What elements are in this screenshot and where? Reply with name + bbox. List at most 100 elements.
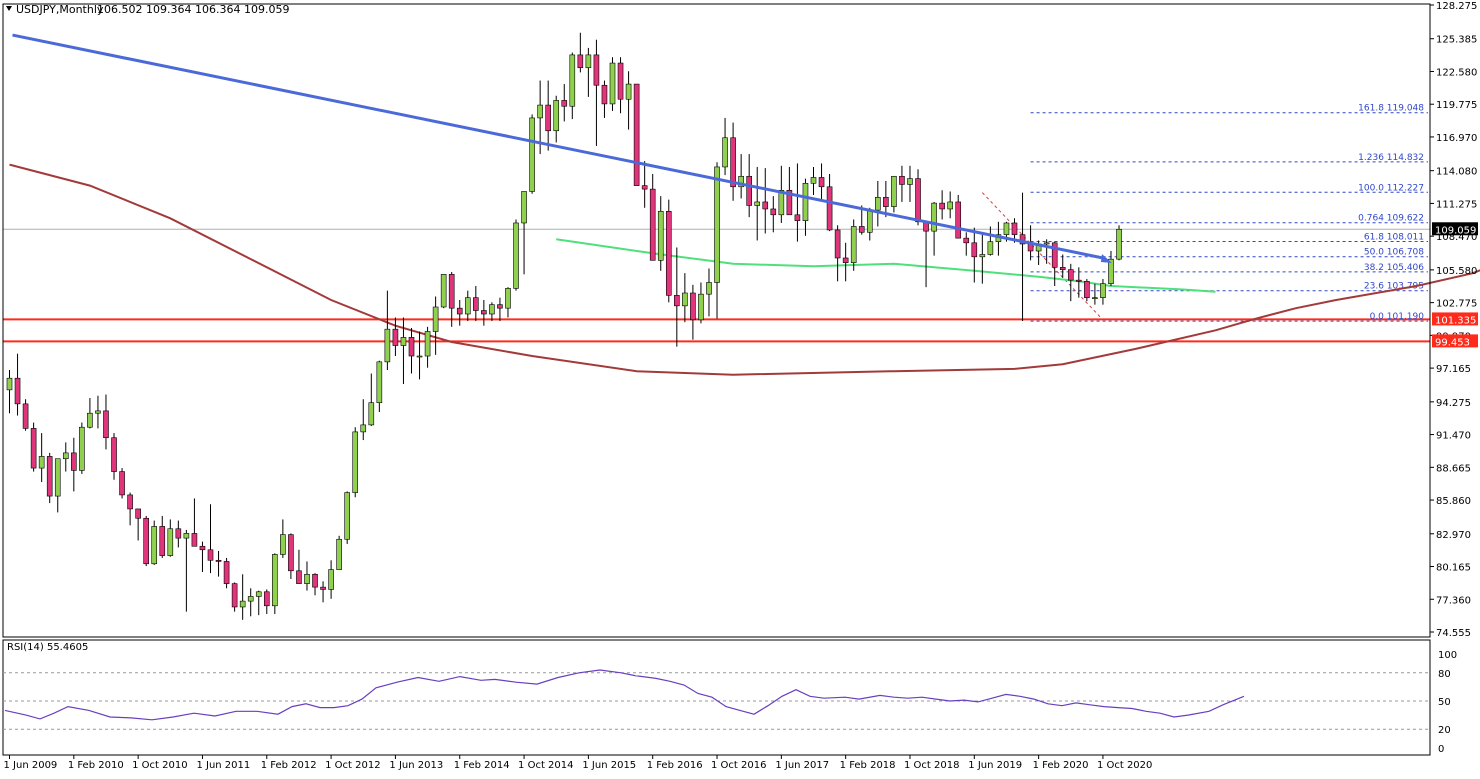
x-tick-label: 1 Feb 2010 (68, 760, 124, 771)
bull-candle (441, 274, 446, 307)
bull-candle (425, 332, 430, 357)
bear-candle (409, 337, 414, 356)
bull-candle (168, 529, 173, 556)
bear-candle (562, 100, 567, 106)
bear-candle (120, 472, 125, 495)
bear-candle (1060, 267, 1065, 269)
bear-candle (313, 574, 318, 587)
y-tick-label: 77.360 (1436, 595, 1471, 606)
bull-candle (433, 307, 438, 332)
fib-level-label: 0.764 109.622 (1358, 214, 1424, 224)
bull-candle (256, 592, 261, 597)
bear-candle (31, 428, 36, 468)
rsi-tick-label: 0 (1438, 744, 1444, 755)
x-tick-label: 1 Jun 2013 (389, 760, 443, 771)
bull-candle (891, 176, 896, 206)
y-tick-label: 114.080 (1436, 167, 1477, 178)
bull-candle (272, 554, 277, 605)
bear-candle (883, 197, 888, 206)
y-tick-label: 119.775 (1436, 100, 1477, 111)
bull-candle (377, 362, 382, 403)
bear-candle (859, 226, 864, 232)
fib-level-label: 161.8 119.048 (1358, 104, 1424, 114)
bear-candle (899, 176, 904, 184)
x-tick-label: 1 Jun 2017 (775, 760, 829, 771)
bear-candle (771, 209, 776, 215)
bear-candle (650, 189, 655, 260)
y-tick-label: 102.775 (1436, 299, 1477, 310)
bear-candle (136, 509, 141, 518)
bull-candle (907, 179, 912, 185)
bull-candle (538, 105, 543, 118)
bull-candle (304, 574, 309, 583)
bear-candle (674, 295, 679, 306)
bear-candle (112, 438, 117, 472)
fib-level-label: 50.0 106.708 (1364, 248, 1424, 258)
bear-candle (940, 203, 945, 209)
bear-candle (546, 105, 551, 131)
bear-candle (1084, 281, 1089, 297)
bear-candle (642, 186, 647, 190)
x-tick-label: 1 Jun 2009 (4, 760, 58, 771)
x-tick-label: 1 Oct 2020 (1097, 760, 1152, 771)
bear-candle (481, 311, 486, 315)
rsi-plot-frame (3, 640, 1430, 755)
bear-candle (843, 258, 848, 263)
bull-candle (489, 305, 494, 314)
bull-candle (682, 293, 687, 306)
bear-candle (747, 176, 752, 205)
x-tick-label: 1 Jun 2015 (582, 760, 636, 771)
y-tick-label: 82.970 (1436, 530, 1471, 541)
bear-candle (200, 546, 205, 550)
bull-candle (851, 226, 856, 262)
bear-candle (594, 55, 599, 85)
bull-candle (79, 427, 84, 470)
bear-candle (264, 592, 269, 606)
bear-candle (634, 84, 639, 186)
dropdown-triangle-icon[interactable] (6, 6, 12, 11)
current-price-label: 109.059 (1435, 225, 1476, 236)
bear-candle (497, 305, 502, 309)
bull-candle (706, 282, 711, 294)
x-tick-label: 1 Oct 2018 (904, 760, 959, 771)
y-tick-label: 94.275 (1436, 398, 1471, 409)
bear-candle (160, 526, 165, 555)
bear-candle (393, 329, 398, 345)
fib-level-label: 0.0 101.190 (1370, 312, 1425, 322)
trendline-arrow-icon (1101, 254, 1112, 263)
fib-level-label: 1.236 114.832 (1358, 153, 1424, 163)
y-tick-label: 91.470 (1436, 431, 1471, 442)
bear-candle (972, 243, 977, 257)
bear-candle (1068, 270, 1073, 281)
bear-candle (192, 533, 197, 546)
bull-candle (867, 210, 872, 232)
bull-candle (1044, 243, 1049, 244)
y-tick-label: 111.275 (1436, 199, 1477, 210)
x-tick-label: 1 Jun 2019 (968, 760, 1022, 771)
bull-candle (329, 570, 334, 590)
bull-candle (723, 138, 728, 167)
bear-candle (224, 561, 229, 583)
fib-level-label: 61.8 108.011 (1364, 233, 1424, 243)
ohlc-readout: 106.502 109.364 106.364 109.059 (97, 3, 289, 16)
bear-candle (449, 274, 454, 308)
rsi-tick-label: 80 (1438, 669, 1451, 680)
bull-candle (152, 526, 157, 563)
support-price-label: 101.335 (1435, 315, 1476, 326)
bull-candle (610, 63, 615, 104)
fib-level-label: 100.0 112.227 (1358, 183, 1424, 193)
bull-candle (1092, 298, 1097, 299)
bear-candle (288, 535, 293, 571)
bull-candle (240, 601, 245, 607)
y-tick-label: 122.580 (1436, 67, 1477, 78)
bull-candle (465, 298, 470, 314)
moving-average-long-line (10, 165, 1480, 375)
bull-candle (55, 459, 60, 496)
bear-candle (296, 571, 301, 584)
bear-candle (23, 404, 28, 429)
y-tick-label: 74.555 (1436, 628, 1471, 639)
y-tick-label: 97.165 (1436, 364, 1471, 375)
y-tick-label: 80.165 (1436, 563, 1471, 574)
bear-candle (144, 518, 149, 564)
